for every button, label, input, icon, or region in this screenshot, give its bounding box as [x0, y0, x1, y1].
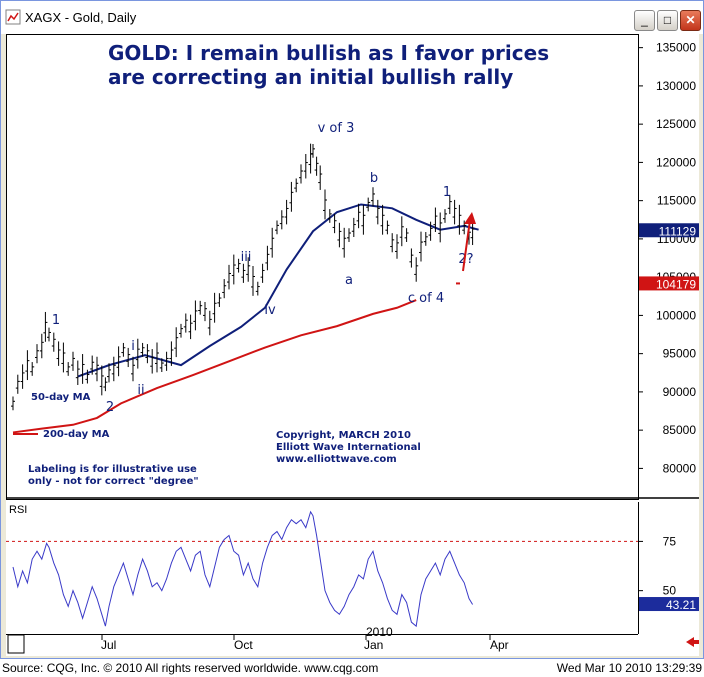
price-tick-label: 130000 — [656, 79, 696, 93]
status-bar: Source: CQG, Inc. © 2010 All rights rese… — [0, 659, 704, 677]
ma200-price-marker — [639, 276, 699, 291]
gold-chart[interactable]: 1350001300001250001200001150001100001050… — [6, 34, 699, 656]
copyright-text: Copyright, MARCH 2010 — [276, 430, 411, 441]
close-button[interactable]: ✕ — [680, 10, 701, 31]
wave-label: iv — [264, 303, 276, 318]
wave-label: b — [370, 171, 378, 186]
wave-label: iii — [241, 250, 252, 265]
scroll-right-arrow-icon — [686, 637, 699, 647]
minimize-button[interactable]: _ — [634, 10, 655, 31]
price-tick-label: 90000 — [663, 385, 697, 399]
rsi-tick-label: 75 — [663, 534, 677, 548]
price-tick-label: 80000 — [663, 461, 697, 475]
price-tick-label: 115000 — [657, 194, 696, 208]
title-bar[interactable]: XAGX - Gold, Daily _ □ ✕ — [1, 1, 703, 34]
chart-window: XAGX - Gold, Daily _ □ ✕ 135000 130000 125… — [0, 0, 704, 659]
last-price-label: 111129 — [659, 224, 697, 238]
disclaimer-line1: Labeling is for illustrative use — [28, 464, 197, 475]
chart-area[interactable]: 1350001300001250001200001150001100001050… — [6, 34, 699, 656]
rsi-line — [12, 510, 474, 628]
maximize-button[interactable]: □ — [657, 10, 678, 31]
time-tick-label: Oct — [234, 638, 253, 652]
rsi-last-marker — [639, 597, 699, 612]
price-tick-label: 125000 — [656, 117, 696, 131]
source-text: Source: CQG, Inc. © 2010 All rights rese… — [2, 661, 379, 675]
ma200-legend: 200-day MA — [43, 429, 110, 440]
wave-label: c of 4 — [408, 291, 444, 306]
chart-title: GOLD: I remain bullish as I favor prices — [108, 41, 549, 65]
disclaimer-line2: only - not for correct "degree" — [28, 476, 199, 487]
wave-label: 1 — [52, 313, 60, 328]
projection-arrow-head — [464, 212, 476, 224]
window-title: XAGX - Gold, Daily — [25, 10, 137, 25]
timestamp-text: Wed Mar 10 2010 13:29:39 — [556, 661, 702, 675]
company-text: Elliott Wave International — [276, 442, 421, 453]
chart-title-line2: are correcting an initial bullish rally — [108, 65, 513, 89]
time-tick-label: Jul — [101, 638, 116, 652]
price-tick-label: 120000 — [656, 155, 696, 169]
wave-label: 1 — [443, 185, 451, 200]
app-icon — [5, 9, 21, 25]
projection-arrow-shaft — [462, 219, 471, 272]
wave-label: 2 — [106, 400, 114, 415]
wave-label: ii — [137, 383, 144, 398]
wave-label: a — [345, 273, 353, 288]
wave-label: v of 3 — [318, 121, 355, 136]
rsi-label: RSI — [9, 504, 27, 516]
time-tick-label: Apr — [490, 638, 509, 652]
scroll-box — [7, 634, 25, 654]
rsi-last-label: 43.21 — [666, 598, 696, 612]
ma200-price-label: 104179 — [656, 277, 696, 291]
time-tick-label: Jan — [364, 638, 383, 652]
wave-label: i — [131, 339, 135, 354]
wave-label: 2? — [458, 252, 473, 267]
price-tick-label: 95000 — [663, 347, 697, 361]
ma50-legend: 50-day MA — [31, 392, 91, 403]
ma200-line — [12, 299, 417, 434]
url-text: www.elliottwave.com — [276, 454, 397, 465]
price-panel-frame — [6, 34, 639, 500]
time-tick-label: 2010 — [366, 625, 393, 639]
price-tick-label: 135000 — [656, 41, 696, 55]
rsi-tick-label: 50 — [663, 584, 677, 598]
price-tick-label: 100000 — [656, 308, 696, 322]
ma50-line — [77, 203, 479, 378]
last-price-marker — [639, 223, 699, 238]
price-tick-label: 85000 — [663, 423, 697, 437]
